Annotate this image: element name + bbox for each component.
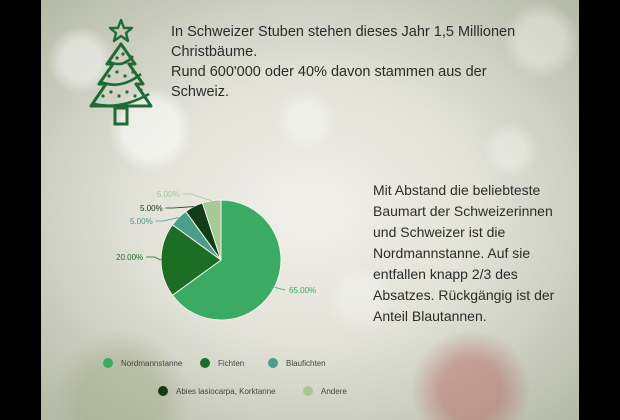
chart-legend: Nordmannstanne Fichten Blaufichten Abies la…	[103, 356, 403, 406]
legend-item-2: Blaufichten	[268, 358, 326, 368]
legend-swatch	[158, 386, 168, 396]
headline-line-3: Rund 600'000 oder 40% davon stammen aus …	[171, 64, 487, 80]
pie-leader-line-1	[146, 256, 162, 261]
pie-value-label-1: 20.00%	[116, 253, 143, 262]
side-paragraph: Mit Abstand die beliebteste Baumart der …	[373, 182, 555, 324]
pie-slice-1	[160, 224, 222, 296]
legend-label: Andere	[321, 386, 347, 396]
legend-item-3: Abies lasiocarpa, Korktanne	[158, 386, 276, 396]
infographic-card: In Schweizer Stuben stehen dieses Jahr 1…	[41, 0, 579, 420]
legend-label: Abies lasiocarpa, Korktanne	[176, 386, 276, 396]
legend-label: Fichten	[218, 358, 245, 368]
legend-label: Nordmannstanne	[121, 358, 183, 368]
pie-value-label-3: 5.00%	[140, 204, 163, 213]
pie-value-label-0: 65.00%	[289, 286, 316, 295]
pie-leader-line-4	[182, 193, 212, 202]
legend-label: Blaufichten	[286, 358, 326, 368]
legend-item-1: Fichten	[200, 358, 244, 368]
pie-value-label-4: 5.00%	[157, 190, 180, 199]
headline-text: In Schweizer Stuben stehen dieses Jahr 1…	[171, 22, 571, 102]
pie-leader-line-2	[155, 217, 179, 222]
headline-line-1: In Schweizer Stuben stehen dieses Jahr 1…	[171, 24, 516, 40]
legend-swatch	[103, 358, 113, 368]
pie-chart: 65.00% 20.00% 5.00% 5.00% 5.00%	[116, 190, 316, 321]
legend-item-4: Andere	[303, 386, 347, 396]
legend-item-0: Nordmannstanne	[103, 358, 182, 368]
headline-line-4: Schweiz.	[171, 84, 230, 100]
legend-swatch	[200, 358, 210, 368]
pie-leader-line-3	[165, 206, 194, 209]
pie-value-label-2: 5.00%	[130, 217, 153, 226]
legend-swatch	[268, 358, 278, 368]
headline-line-2: Christbäume.	[171, 44, 258, 60]
pie-leader-line-0	[274, 286, 286, 291]
legend-swatch	[303, 386, 313, 396]
christmas-tree-icon	[89, 18, 153, 126]
